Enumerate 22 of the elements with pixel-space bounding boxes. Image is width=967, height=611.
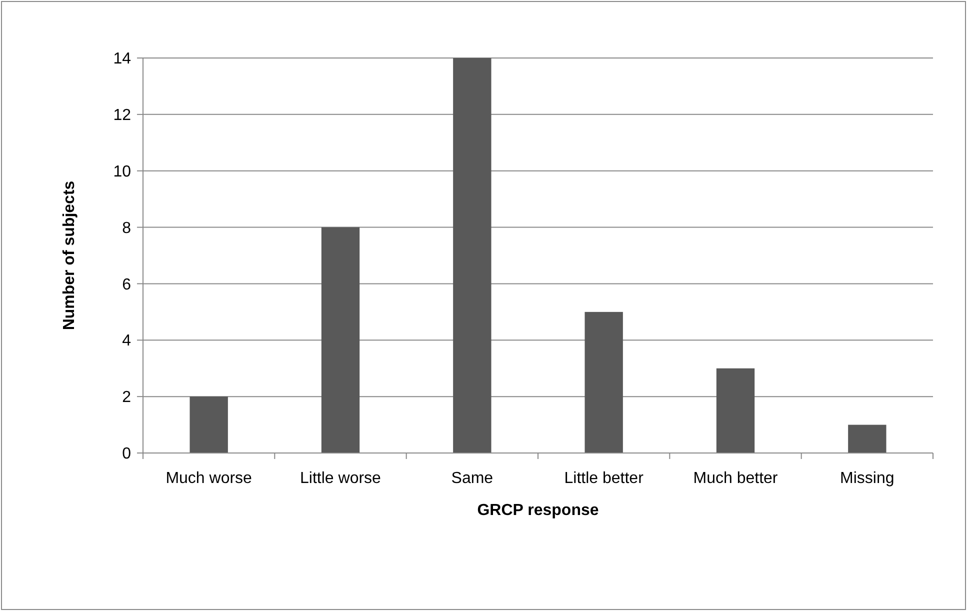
bar <box>190 396 228 453</box>
y-tick-label: 12 <box>113 107 132 124</box>
y-tick-label: 6 <box>122 276 132 294</box>
x-tick-label: Little worse <box>300 470 382 487</box>
y-tick-label: 0 <box>122 446 132 463</box>
bar <box>848 424 886 453</box>
x-tick-label: Missing <box>840 470 894 487</box>
y-tick-label: 2 <box>122 389 132 406</box>
bar <box>453 58 492 453</box>
y-axis-title: Number of subjects <box>61 180 78 330</box>
y-tick-label: 8 <box>122 220 132 237</box>
bar <box>321 227 360 453</box>
x-tick-label: Same <box>451 470 494 487</box>
bar <box>584 312 623 453</box>
x-tick-label: Much better <box>693 470 778 487</box>
y-tick-label: 10 <box>113 163 132 180</box>
x-tick-label: Little better <box>564 470 644 487</box>
y-tick-label: 4 <box>122 332 132 350</box>
x-tick-label: Much worse <box>166 470 252 487</box>
y-tick-label: 14 <box>113 50 132 68</box>
bar <box>716 368 755 453</box>
x-axis-title: GRCP response <box>477 502 599 519</box>
